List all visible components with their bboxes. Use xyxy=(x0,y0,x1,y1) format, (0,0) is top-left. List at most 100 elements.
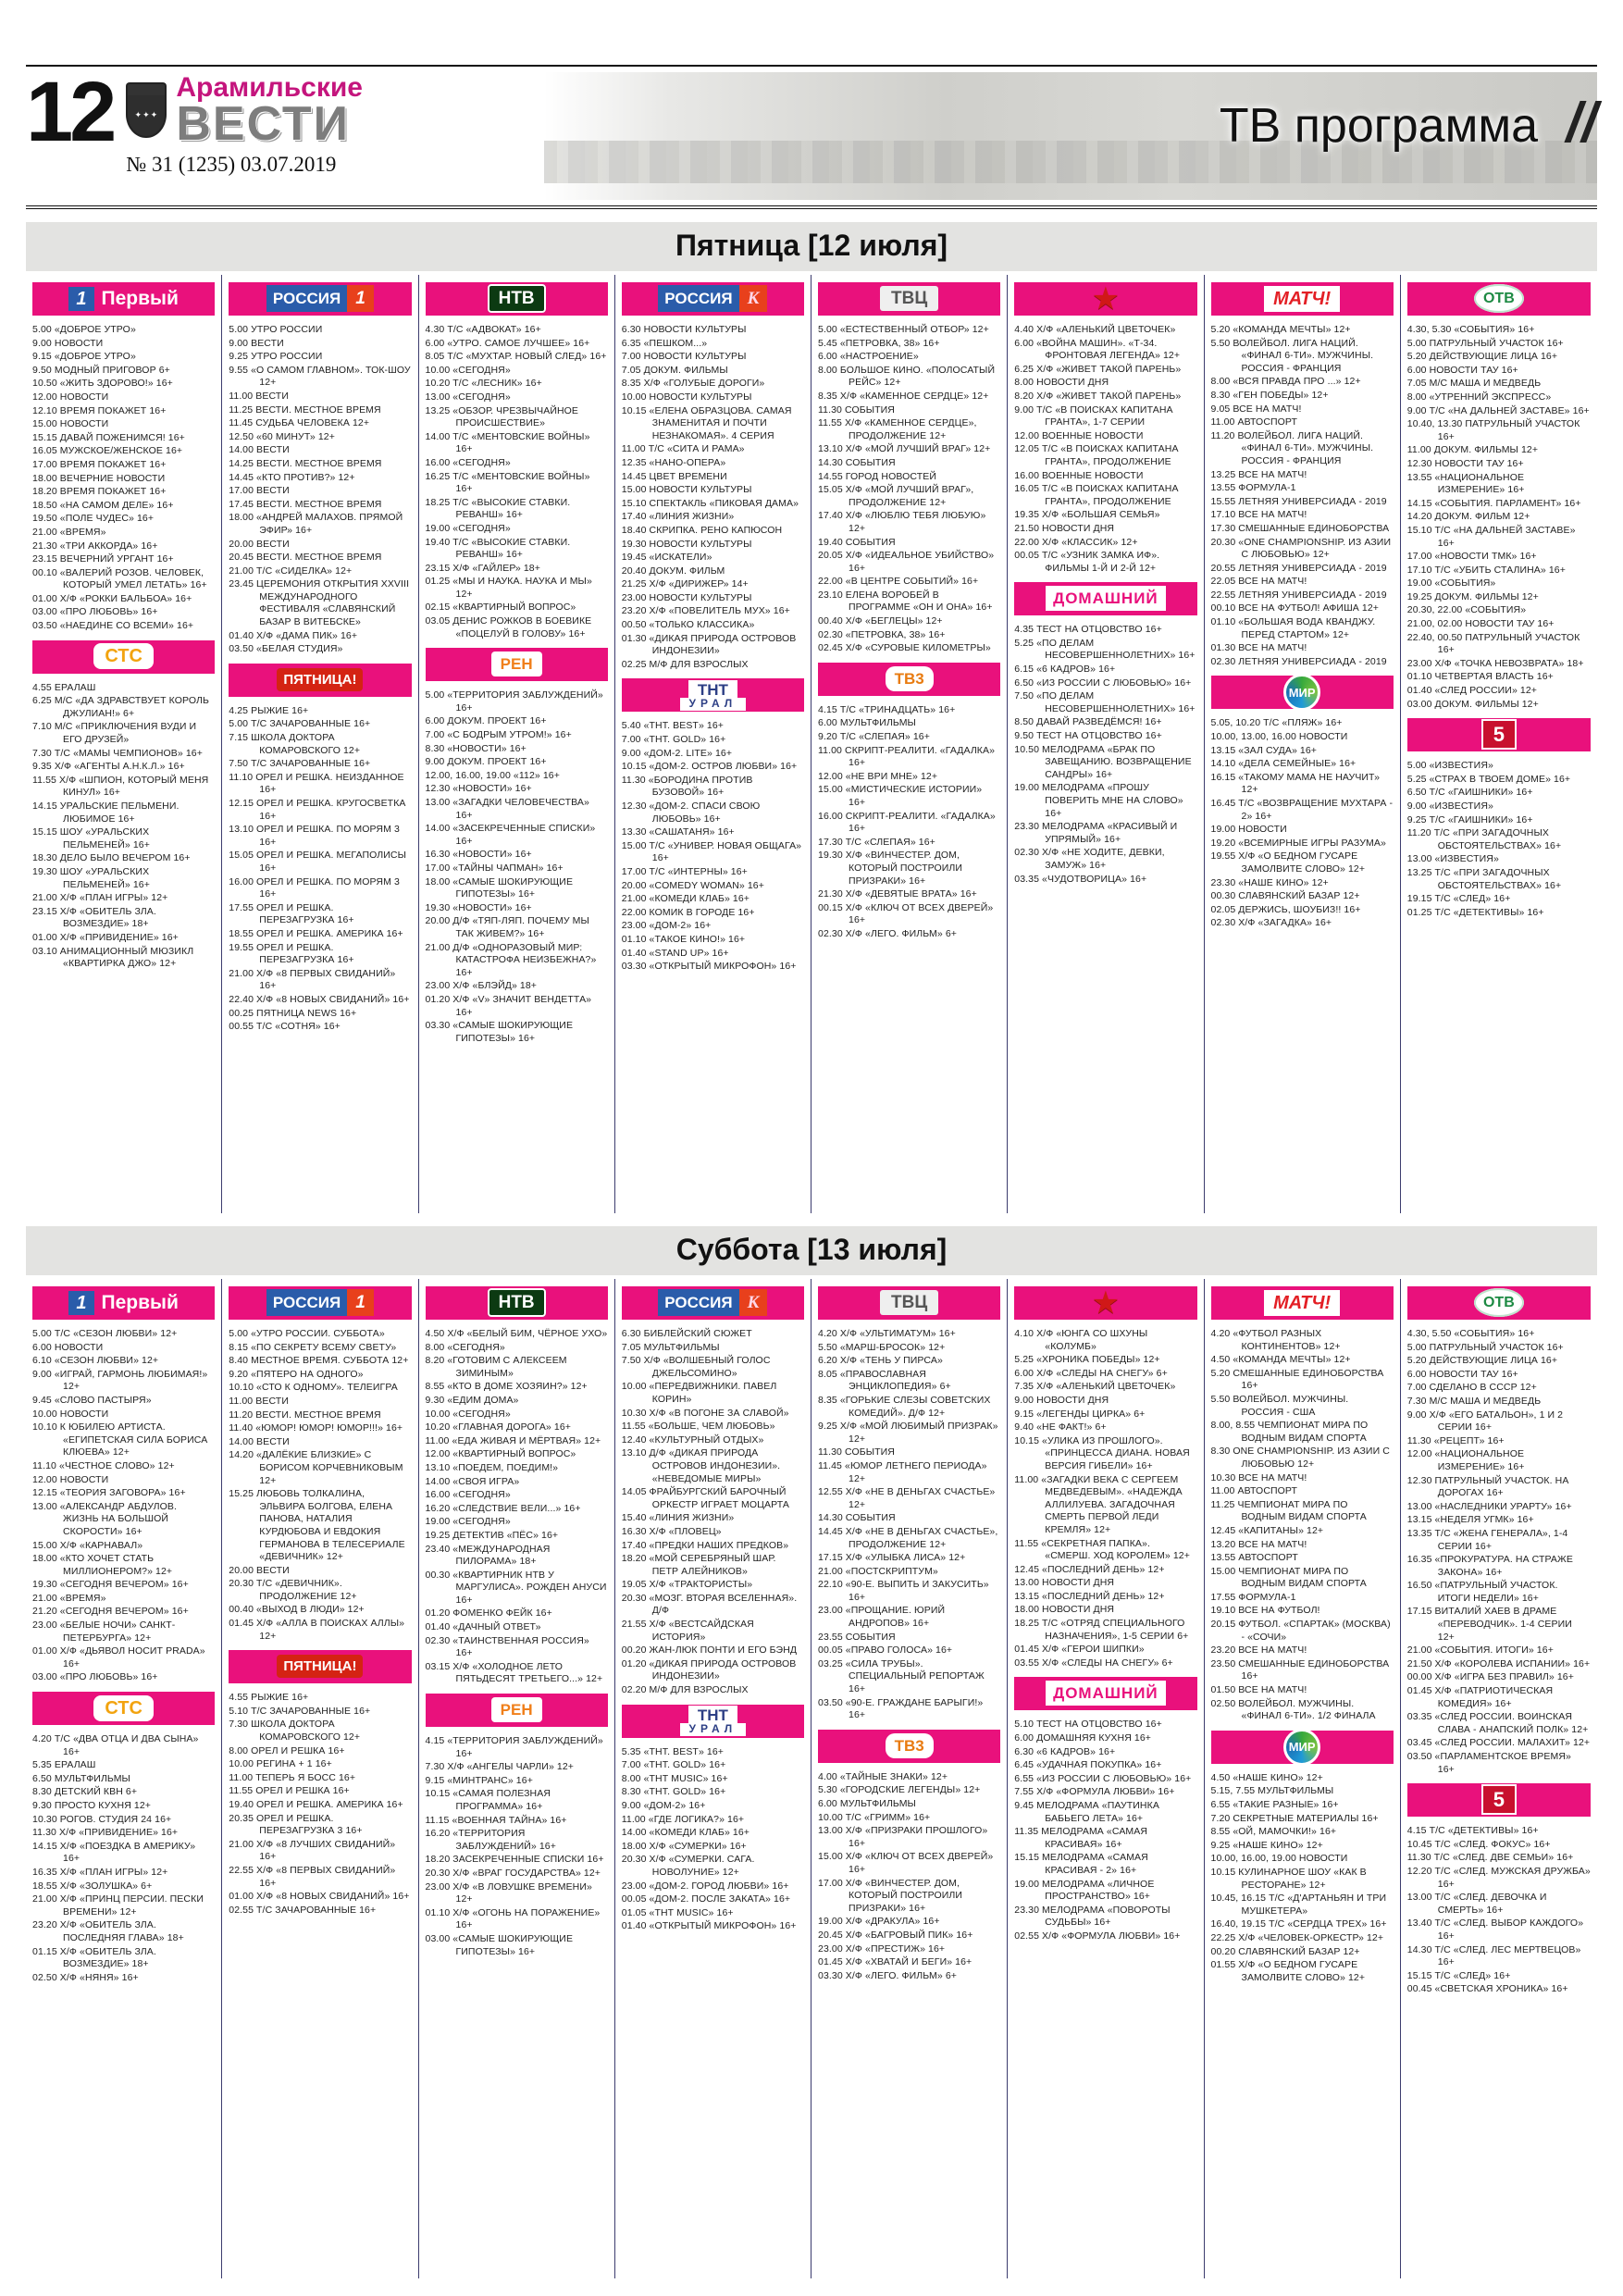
program-item: 4.55 РЫЖИЕ 16+ xyxy=(229,1692,309,1704)
channel-header-pyatnitsa: ПЯТНИЦА! xyxy=(229,1650,412,1684)
program-item: 21.20 «СЕГОДНЯ ВЕЧЕРОМ» 16+ xyxy=(32,1606,189,1618)
program-item: 10.45, 16.15 Т/С «Д'АРТАНЬЯН И ТРИ МУШКЕ… xyxy=(1210,1893,1387,1917)
program-item: 18.40 СКРИПКА. РЕНО КАПЮСОН xyxy=(621,524,783,536)
program-item: 01.45 Х/Ф «ПАТРИОТИЧЕСКАЯ КОМЕДИЯ» 16+ xyxy=(1406,1685,1554,1709)
program-item: 01.20 «ДИКАЯ ПРИРОДА ОСТРОВОВ ИНДОНЕЗИИ» xyxy=(621,1657,797,1682)
program-item: 11.00 Т/С «СИТА И РАМА» xyxy=(621,443,745,455)
program-item: 10.00 «ПЕРЕДВИЖНИКИ. ПАВЕЛ КОРИН» xyxy=(621,1381,777,1405)
program-item: 10.20 Т/С «ЛЕСНИК» 16+ xyxy=(425,378,542,390)
program-item: 4.15 «ТЕРРИТОРИЯ ЗАБЛУЖДЕНИЙ» 16+ xyxy=(425,1735,603,1759)
program-item: 12.00 ВОЕННЫЕ НОВОСТИ xyxy=(1014,429,1144,441)
program-item: 23.20 Х/Ф «ПОВЕЛИТЕЛЬ МУХ» 16+ xyxy=(621,605,790,617)
program-item: 20.30 Т/С «ДЕВИЧНИК». ПРОДОЛЖЕНИЕ 12+ xyxy=(229,1578,357,1602)
channel-logo-rossiyak: РОССИЯ К xyxy=(658,1289,768,1316)
program-item: 11.25 ВЕСТИ. МЕСТНОЕ ВРЕМЯ xyxy=(229,403,381,416)
program-item: 03.35 «ЧУДОТВОРИЦА» 16+ xyxy=(1014,873,1147,885)
program-item: 00.10 «ВАЛЕРИЙ РОЗОВ. ЧЕЛОВЕК, КОТОРЫЙ У… xyxy=(32,566,207,591)
channel-header-otv: ОТВ xyxy=(1406,282,1591,316)
program-item: 03.45 «СЛЕД РОССИИ. МАЛАХИТ» 12+ xyxy=(1406,1737,1591,1749)
program-item: 5.50 ВОЛЕЙБОЛ. ЛИГА НАЦИЙ. «ФИНАЛ 6-ТИ».… xyxy=(1210,337,1374,374)
program-item: 00.50 «ТОЛЬКО КЛАССИКА» xyxy=(621,619,755,631)
program-item: 8.00 НОВОСТИ ДНЯ xyxy=(1014,377,1109,389)
program-item: 9.00 Т/С «НА ДАЛЬНЕЙ ЗАСТАВЕ» 16+ xyxy=(1406,404,1590,416)
program-item: 19.30 НОВОСТИ КУЛЬТУРЫ xyxy=(621,538,752,550)
program-item: 5.05, 10.20 Т/С «ПЛЯЖ» 16+ xyxy=(1210,717,1343,729)
program-item: 7.50 «ПО ДЕЛАМ НЕСОВЕРШЕННОЛЕТНИХ» 16+ xyxy=(1014,690,1196,714)
channel-logo-part: НТВ xyxy=(487,1288,546,1317)
channel-logo-zvezda: ★ xyxy=(1092,283,1120,315)
channel-logo-domashniy: ДОМАШНИЙ xyxy=(1046,1681,1166,1706)
channel-logo-ntv: НТВ xyxy=(487,1288,546,1317)
program-item: 18.55 ОРЕЛ И РЕШКА. АМЕРИКА 16+ xyxy=(229,927,403,939)
program-item: 19.10 ВСЕ НА ФУТБОЛ! xyxy=(1210,1605,1320,1617)
program-item: 17.15 Х/Ф «УЛЫБКА ЛИСА» 12+ xyxy=(818,1552,966,1564)
program-item: 19.00 МЕЛОДРАМА «ЛИЧНОЕ ПРОСТРАНСТВО» 16… xyxy=(1014,1878,1155,1903)
program-item: 03.30 Х/Ф «ЛЕГО. ФИЛЬМ» 6+ xyxy=(818,1969,957,1981)
program-item: 02.20 М/Ф ДЛЯ ВЗРОСЛЫХ xyxy=(621,1684,749,1696)
program-item: 03.50 «БЕЛАЯ СТУДИЯ» xyxy=(229,643,343,655)
program-item: 11.40 «ЮМОР! ЮМОР! ЮМОР!!!» 16+ xyxy=(229,1422,403,1434)
program-item: 10.30 ВСЕ НА МАТЧ! xyxy=(1210,1471,1307,1483)
program-item: 20.00 Д/Ф «ТЯП-ЛЯП. ПОЧЕМУ МЫ ТАК ЖИВЕМ?… xyxy=(425,915,589,939)
channel-logo-part: ТВЦ xyxy=(880,1290,939,1315)
program-item: 6.55 «ИЗ РОССИИ С ЛЮБОВЬЮ» 16+ xyxy=(1014,1772,1192,1784)
program-item: 8.40 МЕСТНОЕ ВРЕМЯ. СУББОТА 12+ xyxy=(229,1355,409,1367)
program-item: 23.00 Х/Ф «БЛЭЙД» 18+ xyxy=(425,980,538,992)
program-item: 01.00 Х/Ф «8 НОВЫХ СВИДАНИЙ» 16+ xyxy=(229,1891,410,1903)
program-item: 18.50 «НА САМОМ ДЕЛЕ» 16+ xyxy=(32,499,174,511)
channel-logo-sts: СТС xyxy=(93,1694,154,1721)
program-item: 16.05 Т/С «В ПОИСКАХ КАПИТАНА ГРАНТА», П… xyxy=(1014,483,1179,507)
program-item: 20.30 Х/Ф «СУМЕРКИ. САГА. НОВОЛУНИЕ» 12+ xyxy=(621,1854,755,1878)
program-item: 5.35 «ТНТ. BEST» 16+ xyxy=(621,1745,725,1757)
program-item: 01.40 «ДАЧНЫЙ ОТВЕТ» xyxy=(425,1621,541,1633)
program-item: 4.40 Х/Ф «АЛЕНЬКИЙ ЦВЕТОЧЕК» xyxy=(1014,324,1176,335)
program-item: 6.15 «6 КАДРОВ» 16+ xyxy=(1014,664,1116,676)
program-item: 18.00 «КТО ХОЧЕТ СТАТЬ МИЛЛИОНЕРОМ?» 12+ xyxy=(32,1553,173,1577)
program-item: 03.50 «ПАРЛАМЕНТСКОЕ ВРЕМЯ» 16+ xyxy=(1406,1751,1571,1775)
program-item: 01.40 «STAND UP» 16+ xyxy=(621,947,729,959)
program-item: 11.10 ОРЕЛ И РЕШКА. НЕИЗДАННОЕ 16+ xyxy=(229,771,404,796)
program-item: 10.00 «СЕГОДНЯ» xyxy=(425,1408,511,1420)
program-item: 4.00 «ТАЙНЫЕ ЗНАКИ» 12+ xyxy=(818,1770,948,1782)
channel-logo-mir: МИР xyxy=(1283,1730,1321,1764)
program-item: 6.25 М/С «ДА ЗДРАВСТВУЕТ КОРОЛЬ ДЖУЛИАН!… xyxy=(32,695,209,719)
channel-logo-tvc: ТВЦ xyxy=(880,286,939,311)
program-item: 11.00 «ЗАГАДКИ ВЕКА С СЕРГЕЕМ МЕДВЕДЕВЫМ… xyxy=(1014,1473,1183,1535)
program-item: 12.55 Х/Ф «НЕ В ДЕНЬГАХ СЧАСТЬЕ» 12+ xyxy=(818,1486,996,1510)
program-item: 5.40 «ТНТ. BEST» 16+ xyxy=(621,720,725,732)
program-item: 6.00 «УТРО. САМОЕ ЛУЧШЕЕ» 16+ xyxy=(425,337,590,349)
channel-column: НТВ 4.30 Т/С «АДВОКАТ» 16+ 6.00 «УТРО. САМ… xyxy=(419,275,615,1213)
program-item: 20.00 «COMEDY WOMAN» 16+ xyxy=(621,879,764,891)
program-item: 9.00 Т/С «В ПОИСКАХ КАПИТАНА ГРАНТА», 1-… xyxy=(1014,403,1173,428)
program-item: 03.35 «СЛЕД РОССИИ. ВОИНСКАЯ СЛАВА - АНА… xyxy=(1406,1711,1589,1735)
program-item: 4.25 РЫЖИЕ 16+ xyxy=(229,704,309,716)
channel-logo-part: 1 xyxy=(68,1291,94,1315)
channel-logo-zvezda: ★ xyxy=(1092,1287,1120,1319)
program-item: 7.50 Х/Ф «ВОЛШЕБНЫЙ ГОЛОС ДЖЕЛЬСОМИНО» xyxy=(621,1355,771,1379)
program-item: 01.00 Х/Ф «ПРИВИДЕНИЕ» 16+ xyxy=(32,931,179,943)
program-item: 8.05 Т/С «МУХТАР. НОВЫЙ СЛЕД» 16+ xyxy=(425,351,607,363)
program-item: 02.30 ЛЕТНЯЯ УНИВЕРСИАДА - 2019 xyxy=(1210,655,1387,667)
program-item: 6.20 Х/Ф «ТЕНЬ У ПИРСА» xyxy=(818,1355,943,1367)
program-item: 6.00 МУЛЬТФИЛЬМЫ xyxy=(818,717,916,729)
program-item: 13.15 «ПОСЛЕДНИЙ ДЕНЬ» 12+ xyxy=(1014,1590,1165,1602)
program-item: 21.50 НОВОСТИ ДНЯ xyxy=(1014,522,1115,534)
program-item: 9.55 «О САМОМ ГЛАВНОМ». ТОК-ШОУ 12+ xyxy=(229,364,411,389)
channel-column: ОТВ 4.30, 5.50 «СОБЫТИЯ» 16+ 5.00 ПАТРУЛЬН… xyxy=(1401,1279,1597,2278)
program-item: 4.30, 5.30 «СОБЫТИЯ» 16+ xyxy=(1406,324,1535,335)
page-number: 12 xyxy=(26,65,117,159)
program-item: 18.55 Х/Ф «ЗОЛУШКА» 6+ xyxy=(32,1880,153,1892)
channel-header-pervyi: 1 Первый xyxy=(32,282,216,316)
program-item: 23.30 МЕЛОДРАМА «ПОВОРОТЫ СУДЬБЫ» 16+ xyxy=(1014,1904,1171,1929)
program-item: 15.15 Т/С «СЛЕД» 16+ xyxy=(1406,1969,1511,1981)
program-item: 15.00 Т/С «УНИВЕР. НОВАЯ ОБЩАГА» 16+ xyxy=(621,839,802,864)
program-item: 19.40 ОРЕЛ И РЕШКА. АМЕРИКА 16+ xyxy=(229,1799,403,1810)
program-item: 18.00 ВЕЧЕРНИЕ НОВОСТИ xyxy=(32,472,166,484)
program-item: 12.00, 16.00, 19.00 «112» 16+ xyxy=(425,769,560,781)
program-item: 7.30 М/С МАША И МЕДВЕДЬ xyxy=(1406,1395,1542,1407)
program-item: 23.00 «ДОМ-2. ГОРОД ЛЮБВИ» 16+ xyxy=(621,1880,789,1892)
channel-logo-part: Первый xyxy=(101,288,179,309)
program-item: 11.00 ТЕПЕРЬ Я БОСС 16+ xyxy=(229,1771,356,1783)
program-item: 03.25 «СИЛА ТРУБЫ». СПЕЦИАЛЬНЫЙ РЕПОРТАЖ… xyxy=(818,1657,985,1695)
